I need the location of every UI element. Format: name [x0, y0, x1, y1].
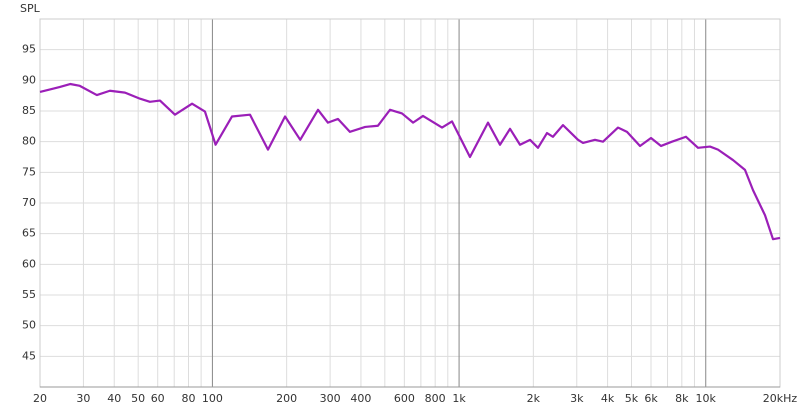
y-tick-label: 45 — [22, 349, 36, 362]
x-tick-label: 40 — [107, 392, 121, 405]
x-tick-label: 400 — [350, 392, 371, 405]
x-tick-label: 30 — [76, 392, 90, 405]
y-tick-label: 90 — [22, 73, 36, 86]
x-tick-label: 8k — [675, 392, 689, 405]
y-tick-label: 95 — [22, 43, 36, 56]
x-tick-label: 100 — [202, 392, 223, 405]
x-tick-label: 300 — [320, 392, 341, 405]
x-tick-label: 5k — [625, 392, 639, 405]
y-tick-label: 85 — [22, 104, 36, 117]
x-tick-label: 6k — [644, 392, 658, 405]
x-tick-label: 800 — [425, 392, 446, 405]
x-tick-label: 20 — [33, 392, 47, 405]
x-tick-label: 200 — [276, 392, 297, 405]
x-tick-label: 3k — [570, 392, 584, 405]
response-line — [39, 82, 781, 241]
x-tick-label: 50 — [131, 392, 145, 405]
x-tick-label: 600 — [394, 392, 415, 405]
y-tick-label: 60 — [22, 257, 36, 270]
x-tick-label: 80 — [182, 392, 196, 405]
x-tick-label: 10k — [696, 392, 717, 405]
y-tick-label: 50 — [22, 319, 36, 332]
y-tick-label: 75 — [22, 165, 36, 178]
x-tick-label: 20kHz — [763, 392, 798, 405]
x-tick-label: 4k — [601, 392, 615, 405]
y-tick-label: 55 — [22, 288, 36, 301]
y-tick-label: 70 — [22, 196, 36, 209]
y-tick-label: 80 — [22, 135, 36, 148]
y-tick-label: 65 — [22, 227, 36, 240]
x-tick-label: 60 — [151, 392, 165, 405]
x-tick-label: 1k — [452, 392, 466, 405]
x-tick-label: 2k — [527, 392, 541, 405]
y-axis-label: SPL — [20, 2, 41, 15]
